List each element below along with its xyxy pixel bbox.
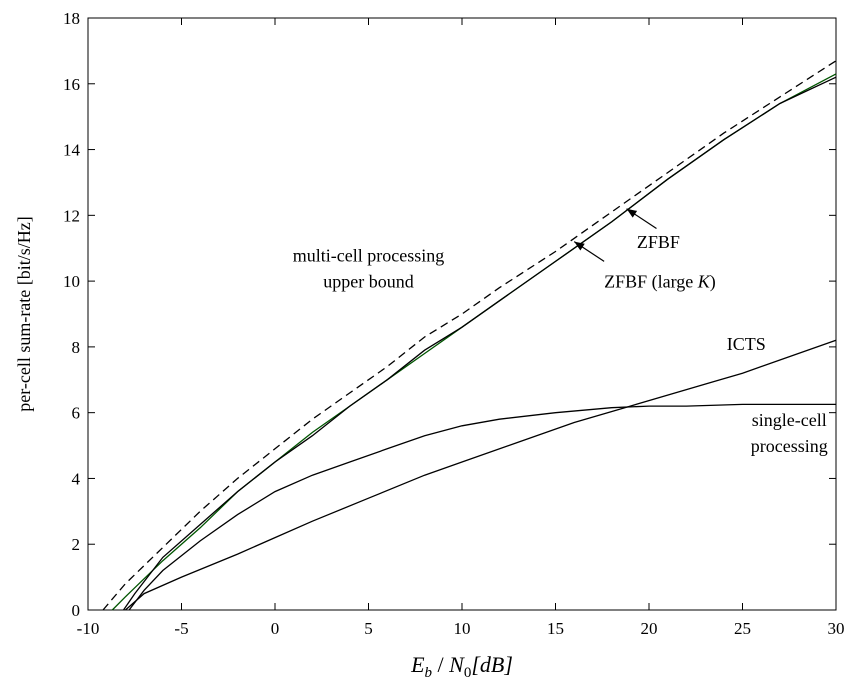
x-label-db: [dB] [471,652,513,677]
annotation-4: single-cell processing [751,410,828,456]
x-label-b: b [425,665,433,681]
x-tick-label-0: -10 [77,619,100,638]
x-tick-label-6: 20 [641,619,658,638]
y-tick-label-7: 14 [63,141,81,160]
annotation-0: multi-cell processing upper bound [293,245,444,291]
y-tick-label-4: 8 [72,338,81,357]
annotations: multi-cell processing upper bound ZFBF ZFBF… [293,208,828,456]
y-tick-label-5: 10 [63,272,80,291]
x-tick-label-5: 15 [547,619,564,638]
annotation-1: ZFBF [637,232,680,252]
y-tick-label-2: 4 [72,469,81,488]
y-tick-label-8: 16 [63,75,80,94]
y-tick-label-6: 12 [63,206,80,225]
x-axis-label: Eb / N0[dB] [410,652,513,681]
series-line-2 [122,76,837,611]
y-axis-label: per-cell sum-rate [bit/s/Hz] [14,216,34,412]
x-axis: -10 -5 0 5 10 15 20 25 30 [77,18,845,638]
x-label-n: N [448,652,465,677]
annotation-3: ICTS [727,334,766,354]
x-label-e: E [410,652,425,677]
x-tick-label-4: 10 [454,619,471,638]
plot-frame [87,17,837,611]
annotation-2: ZFBF (large K) [604,272,716,293]
series-line-4 [124,339,837,611]
arrow-head-0 [626,208,638,218]
y-axis: 0 2 4 6 8 10 12 14 16 18 [63,9,836,620]
x-tick-label-3: 5 [364,619,373,638]
y-tick-label-9: 18 [63,9,80,28]
series-line-3 [128,403,836,611]
x-tick-label-7: 25 [734,619,751,638]
x-label-sep: / [432,652,449,677]
y-tick-label-0: 0 [72,601,81,620]
series-group [102,60,837,611]
x-label-zero: 0 [464,665,472,681]
x-tick-label-8: 30 [828,619,845,638]
arrow-head-1 [574,241,585,251]
y-tick-label-1: 2 [72,535,81,554]
x-tick-label-2: 0 [271,619,280,638]
x-tick-label-1: -5 [174,619,188,638]
y-tick-label-3: 6 [72,404,81,423]
